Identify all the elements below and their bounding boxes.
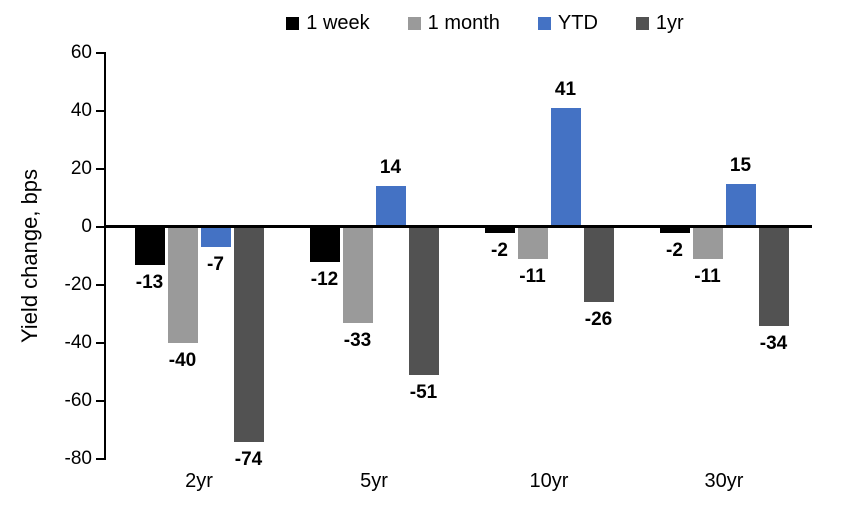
y-tick-label: -20 xyxy=(64,274,92,295)
y-tick-label: -80 xyxy=(64,448,92,469)
legend-label: YTD xyxy=(557,12,598,34)
y-tick-label: 20 xyxy=(70,158,92,179)
data-label-1-month-2yr: -40 xyxy=(168,350,197,371)
data-label-1-month-10yr: -11 xyxy=(519,265,546,287)
data-label-1-week-10yr: -2 xyxy=(491,239,508,261)
y-tick-label: 60 xyxy=(70,42,92,63)
legend-label: 1yr xyxy=(655,12,684,34)
legend-swatch-icon xyxy=(286,17,300,30)
bar-1-month-5yr xyxy=(342,227,373,323)
y-tick-mark xyxy=(96,342,104,344)
data-label-1yr-2yr: -74 xyxy=(234,448,263,470)
data-label-1-week-5yr: -12 xyxy=(310,268,339,290)
bar-ytd-30yr xyxy=(725,183,756,227)
bar-1-week-30yr xyxy=(659,227,690,233)
bar-1yr-5yr xyxy=(408,227,439,375)
legend-item-1-week: 1 week xyxy=(286,12,370,35)
bar-1-month-10yr xyxy=(517,227,548,259)
zero-baseline xyxy=(104,225,812,228)
data-label-1-week-2yr: -13 xyxy=(135,271,164,293)
bar-1-week-5yr xyxy=(309,227,340,262)
bar-1-month-30yr xyxy=(692,227,723,259)
y-tick-label: 40 xyxy=(70,100,92,121)
bar-1yr-2yr xyxy=(233,227,264,442)
y-tick-mark xyxy=(96,226,104,228)
y-tick-mark xyxy=(96,52,104,54)
legend-swatch-icon xyxy=(407,17,421,30)
x-tick-label-2yr: 2yr xyxy=(185,470,213,492)
bar-1-week-2yr xyxy=(134,227,165,265)
y-tick-label: 0 xyxy=(81,216,92,237)
legend-swatch-icon xyxy=(635,17,649,30)
legend-item-ytd: YTD xyxy=(537,12,598,35)
y-axis-title: Yield change, bps xyxy=(17,168,42,344)
data-label-1-week-30yr: -2 xyxy=(666,239,683,261)
y-tick-mark xyxy=(96,458,104,460)
data-label-1yr-5yr: -51 xyxy=(409,381,438,403)
y-tick-mark xyxy=(96,400,104,402)
legend-item-1-month: 1 month xyxy=(407,12,500,35)
data-label-1yr-30yr: -34 xyxy=(759,332,788,354)
bar-1-week-10yr xyxy=(484,227,515,233)
data-label-1-month-5yr: -33 xyxy=(343,329,372,351)
data-label-1yr-10yr: -26 xyxy=(584,309,613,331)
y-tick-label: -60 xyxy=(64,390,92,411)
bar-ytd-10yr xyxy=(550,108,581,227)
y-tick-mark xyxy=(96,168,104,170)
legend-label: 1 month xyxy=(427,12,500,34)
y-axis-line xyxy=(104,52,106,460)
bar-1yr-30yr xyxy=(758,227,789,326)
data-label-ytd-2yr: -7 xyxy=(207,254,224,276)
data-label-1-month-30yr: -11 xyxy=(694,265,721,287)
legend-swatch-icon xyxy=(537,17,551,30)
x-tick-label-5yr: 5yr xyxy=(360,470,388,492)
x-tick-label-10yr: 10yr xyxy=(529,470,569,492)
bar-ytd-5yr xyxy=(375,186,406,227)
legend-item-1yr: 1yr xyxy=(635,12,684,35)
y-tick-label: -40 xyxy=(64,332,92,353)
bar-1-month-2yr xyxy=(167,227,198,343)
data-label-ytd-30yr: 15 xyxy=(729,154,752,176)
bar-1yr-10yr xyxy=(583,227,614,303)
data-label-ytd-10yr: 41 xyxy=(554,79,577,101)
legend-label: 1 week xyxy=(306,12,370,34)
bar-ytd-2yr xyxy=(200,227,231,248)
legend: 1 week 1 month YTD 1yr xyxy=(118,12,852,35)
data-label-ytd-5yr: 14 xyxy=(379,157,402,179)
y-tick-mark xyxy=(96,110,104,112)
y-tick-mark xyxy=(96,284,104,286)
x-tick-label-30yr: 30yr xyxy=(704,470,744,492)
